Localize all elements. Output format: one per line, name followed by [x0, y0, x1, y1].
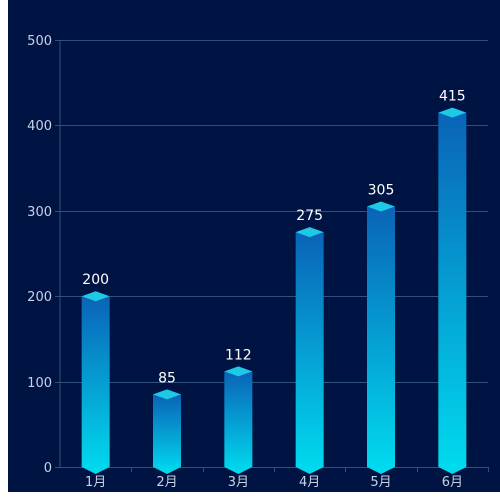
x-tick-label: 3月 — [228, 475, 249, 490]
y-tick-label: 0 — [44, 461, 52, 476]
y-tick-label: 200 — [27, 290, 52, 305]
bar-cap — [438, 107, 467, 118]
bar — [438, 112, 467, 474]
data-label: 85 — [158, 370, 176, 386]
y-tick-label: 100 — [27, 376, 52, 391]
bar — [224, 371, 253, 474]
bar — [367, 206, 395, 474]
data-labels: 200 85 112 275 305 415 — [82, 89, 465, 387]
y-tick-label: 300 — [27, 205, 52, 220]
bar — [295, 232, 324, 474]
data-label: 305 — [368, 183, 395, 199]
x-tick-label: 5月 — [370, 475, 391, 490]
bar-cap — [224, 366, 253, 377]
bar — [81, 296, 110, 474]
bar-cap — [153, 389, 181, 400]
y-tick-label: 400 — [27, 119, 52, 134]
x-tick-label: 6月 — [442, 475, 463, 490]
bar — [153, 394, 181, 474]
y-axis: 0 100 200 300 400 500 — [27, 34, 61, 476]
y-tick-label: 500 — [27, 34, 52, 49]
bar-cap — [81, 291, 110, 302]
x-tick-label: 2月 — [156, 475, 177, 490]
data-label: 275 — [296, 208, 323, 224]
data-label: 415 — [439, 89, 466, 105]
x-tick-label: 1月 — [85, 475, 106, 490]
data-label: 200 — [82, 272, 109, 288]
bar-cap — [295, 227, 324, 238]
bar-cap — [367, 201, 395, 212]
grid-lines — [60, 40, 488, 468]
x-axis: 1月 2月 3月 4月 5月 6月 — [85, 467, 489, 490]
bars — [81, 107, 467, 474]
data-label: 112 — [225, 347, 252, 363]
x-tick-label: 4月 — [299, 475, 320, 490]
